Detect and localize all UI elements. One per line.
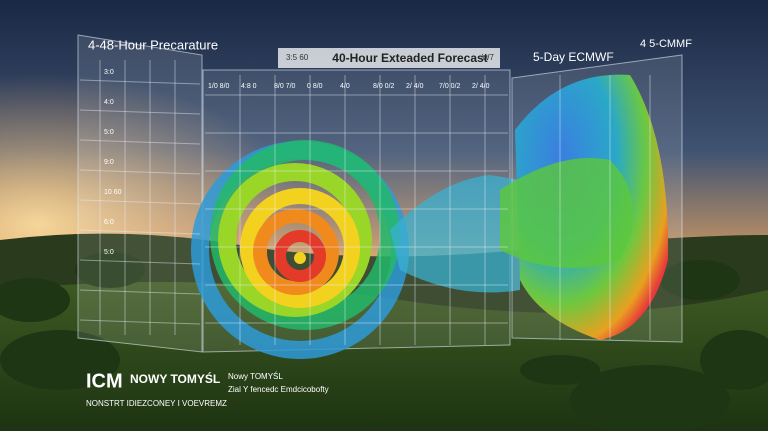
grid-line bbox=[79, 139, 201, 145]
swirl-tail bbox=[390, 175, 520, 293]
caption: Zial Y fencedc Emdcicobofty bbox=[228, 385, 329, 394]
column-label: 2/ 4/0 bbox=[406, 83, 424, 90]
column-label: 8/0 7/0 bbox=[274, 83, 296, 90]
place-small: Nowy TOMYŚL bbox=[228, 372, 283, 381]
row-label: 6:0 bbox=[104, 219, 114, 226]
panel-grid bbox=[79, 60, 651, 345]
header-note: 3:5 60 bbox=[286, 53, 309, 62]
swirl-graphic bbox=[191, 140, 409, 359]
column-label: 4/0 bbox=[340, 83, 350, 90]
row-label: 5:0 bbox=[104, 129, 114, 136]
grid-line bbox=[79, 79, 201, 85]
place: NOWY TOMYŚL bbox=[130, 371, 220, 386]
row-label: 4:0 bbox=[104, 99, 114, 106]
column-label: 8/0 0/2 bbox=[373, 83, 395, 90]
panel-corner: 4 5-CMMF bbox=[640, 38, 692, 50]
panel-title: 40-Hour Exteaded Forecast bbox=[332, 51, 487, 65]
brand: ICM bbox=[86, 370, 123, 392]
grid-line bbox=[79, 259, 201, 265]
panel-left bbox=[77, 34, 203, 353]
center-header-box bbox=[278, 48, 500, 68]
tagline: NONSTRT IDIEZCONEY I VOEVREMZ bbox=[86, 399, 227, 408]
grid-line bbox=[79, 229, 201, 235]
row-label: 10 60 bbox=[104, 189, 122, 196]
trees bbox=[0, 252, 768, 431]
row-label: 3:0 bbox=[104, 69, 114, 76]
grid-line bbox=[79, 109, 201, 115]
column-label: 0 8/0 bbox=[307, 83, 323, 90]
column-label: 1/0 8/0 bbox=[208, 83, 230, 90]
column-label: 4:8 0 bbox=[241, 83, 257, 90]
header-note: W7 bbox=[482, 53, 495, 62]
row-label: 5:0 bbox=[104, 249, 114, 256]
grid-line bbox=[79, 199, 201, 205]
column-label: 7/0 0/2 bbox=[439, 83, 461, 90]
grid-line bbox=[79, 319, 201, 325]
grid-line bbox=[79, 289, 201, 295]
grid-line bbox=[79, 169, 201, 175]
panel-title: 5-Day ECMWF bbox=[533, 50, 614, 64]
panel-title: 4-48-Hour Precarature bbox=[88, 37, 218, 52]
column-label: 2/ 4/0 bbox=[472, 83, 490, 90]
forecast-green bbox=[500, 158, 633, 268]
row-label: 9:0 bbox=[104, 159, 114, 166]
